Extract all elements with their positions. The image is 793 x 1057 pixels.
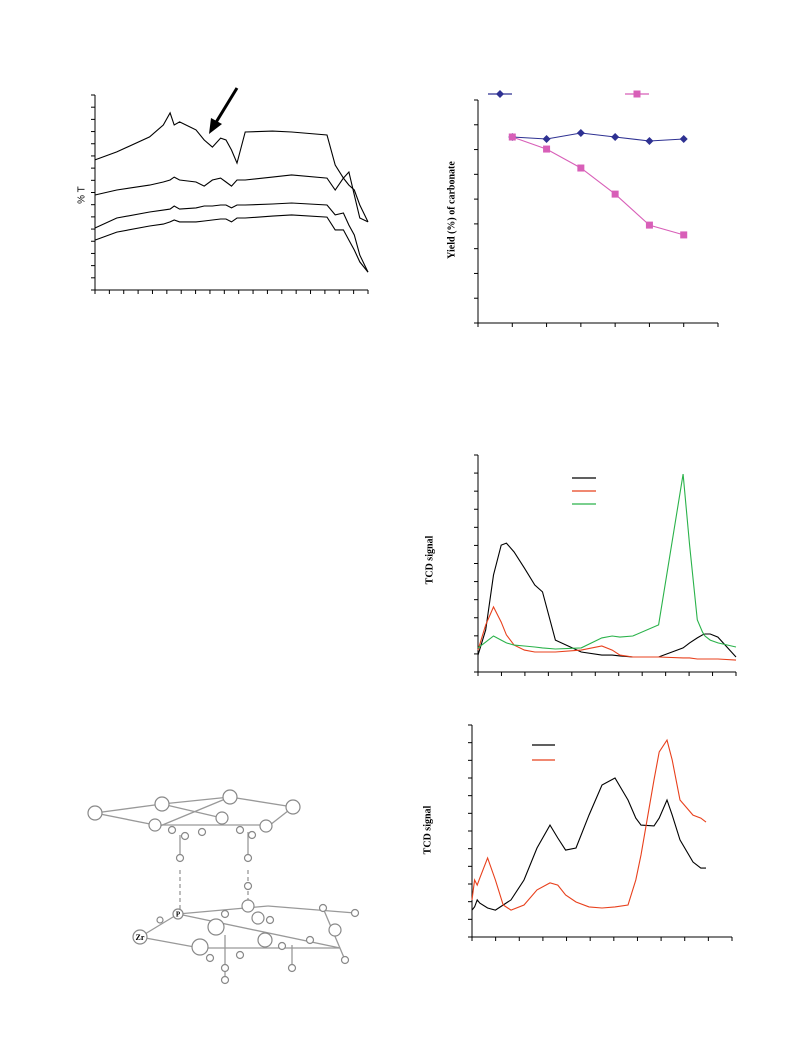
arrow: [209, 87, 239, 134]
point: [679, 135, 688, 144]
legend-marker: [633, 90, 641, 98]
molecule-diagram: Zr P: [87, 789, 360, 985]
atom-label: Zr: [136, 933, 145, 942]
series-line: [471, 777, 706, 911]
atom-label: P: [176, 911, 181, 919]
point: [611, 133, 620, 142]
series-line: [477, 474, 737, 650]
point: [680, 231, 688, 239]
series-line: [94, 214, 369, 273]
axis: [477, 455, 736, 673]
series-line: [94, 174, 369, 223]
point: [576, 129, 585, 138]
series-line: [477, 542, 737, 658]
series-line: [94, 111, 369, 223]
point: [577, 164, 585, 172]
point: [542, 135, 551, 144]
series-line: [477, 605, 737, 661]
point: [611, 190, 619, 198]
y-axis-label: % T: [77, 186, 88, 204]
y-axis-label: Yield (%) of carbonate: [446, 161, 457, 259]
series-line: [512, 132, 684, 142]
series-line: [94, 202, 369, 273]
series-line: [512, 136, 684, 236]
axis: [471, 725, 732, 938]
series-line: [471, 738, 707, 911]
y-axis-label: TCD signal: [422, 805, 433, 854]
point: [645, 221, 653, 229]
point: [645, 137, 654, 146]
point: [543, 145, 551, 153]
axis: [94, 95, 368, 291]
point: [508, 133, 516, 141]
legend-marker: [496, 90, 504, 98]
y-axis-label: TCD signal: [424, 535, 435, 584]
axis: [477, 100, 718, 324]
